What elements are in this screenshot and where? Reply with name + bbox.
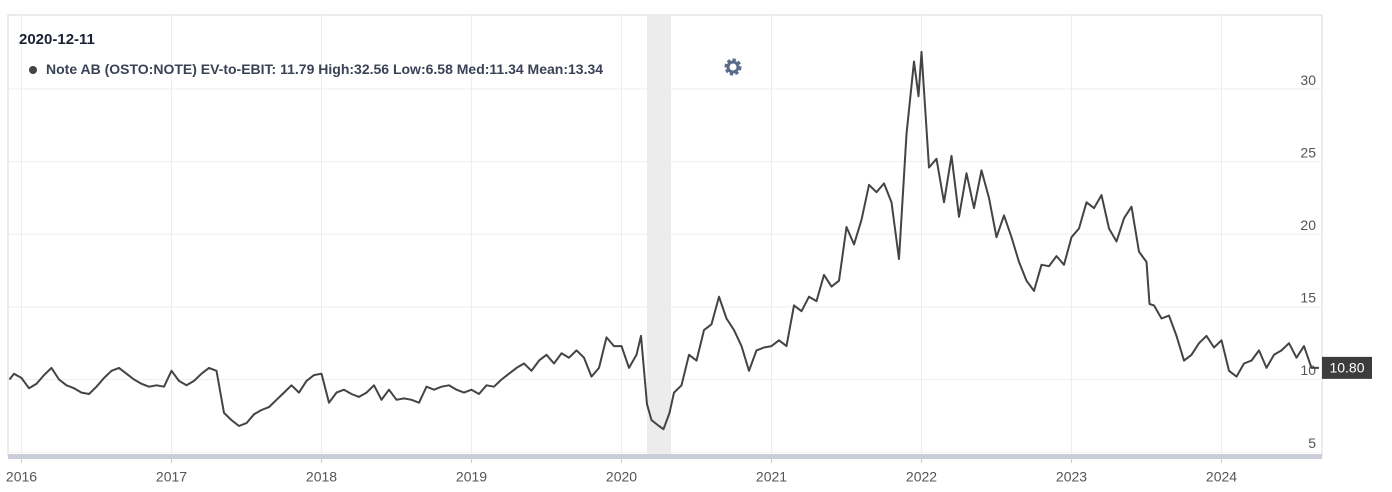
y-tick-label: 10 [1300, 362, 1316, 378]
y-tick-label: 20 [1300, 217, 1316, 233]
x-tick-label: 2018 [306, 469, 337, 485]
legend-dot [29, 66, 37, 74]
x-tick-label: 2021 [756, 469, 787, 485]
x-tick-label: 2022 [906, 469, 937, 485]
x-tick-label: 2024 [1206, 469, 1237, 485]
x-tick-label: 2023 [1056, 469, 1087, 485]
settings-gear[interactable] [724, 58, 742, 76]
x-tick-label: 2017 [156, 469, 187, 485]
x-tick-label: 2020 [606, 469, 637, 485]
last-value-label: 10.80 [1329, 360, 1364, 376]
tooltip-date: 2020-12-11 [19, 31, 95, 48]
y-tick-label: 30 [1300, 72, 1316, 88]
legend-text: Note AB (OSTO:NOTE) EV-to-EBIT: 11.79 Hi… [46, 61, 603, 77]
y-tick-label: 5 [1308, 435, 1316, 451]
under-layer [8, 15, 1322, 455]
shade-band [647, 15, 671, 455]
last-value-tag [1322, 356, 1372, 379]
x-axis-bar [8, 454, 1322, 459]
x-tick-label: 2016 [6, 469, 37, 485]
y-tick-label: 25 [1300, 144, 1316, 160]
legend-stats: 11.79 High:32.56 Low:6.58 Med:11.34 Mean… [280, 61, 603, 77]
x-tick-label: 2019 [456, 469, 487, 485]
legend-name: Note AB (OSTO:NOTE) EV-to-EBIT: [46, 61, 276, 77]
y-tick-label: 15 [1300, 290, 1316, 306]
series-line [8, 50, 1319, 431]
